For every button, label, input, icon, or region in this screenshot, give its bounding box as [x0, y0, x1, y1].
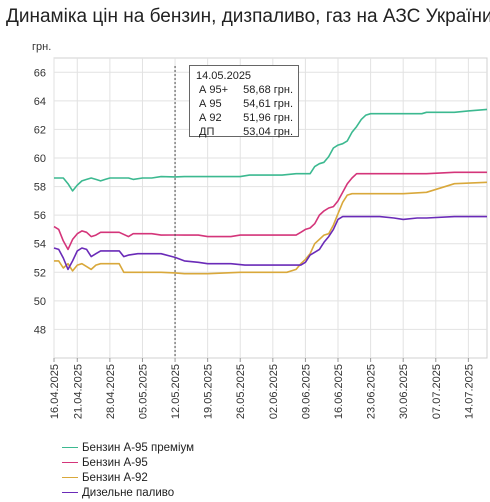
legend-label: Бензин А-95 преміум: [82, 441, 195, 454]
legend-item-diesel[interactable]: Дизельне паливо: [62, 485, 194, 500]
x-tick-label: 28.04.2025: [105, 364, 117, 419]
tooltip-date: 14.05.2025: [196, 70, 252, 82]
tooltip-key: А 92: [199, 112, 222, 124]
tooltip-key: А 95: [199, 98, 222, 110]
legend-item-a95-premium[interactable]: Бензин А-95 преміум: [62, 440, 194, 455]
legend-item-a95[interactable]: Бензин А-95: [62, 455, 194, 470]
legend-swatch: [62, 477, 78, 478]
x-tick-label: 14.07.2025: [463, 364, 475, 419]
tooltip-row-a92: А 92 51,96 грн.: [195, 111, 293, 125]
x-tick-label: 26.05.2025: [235, 364, 247, 419]
x-tick-label: 23.06.2025: [366, 364, 378, 419]
tooltip-row-a95plus: А 95+ 58,68 грн.: [195, 83, 293, 97]
x-tick-label: 02.06.2025: [268, 364, 280, 419]
chart-title: Динаміка цін на бензин, дизпаливо, газ н…: [6, 6, 490, 27]
x-tick-label: 19.05.2025: [203, 364, 215, 419]
y-tick-label: 64: [34, 96, 46, 108]
y-axis-label: грн.: [32, 41, 51, 53]
tooltip-key: А 95+: [199, 84, 229, 96]
legend-item-a92[interactable]: Бензин А-92: [62, 470, 194, 485]
x-tick-label: 05.05.2025: [137, 364, 149, 419]
x-tick-label: 07.07.2025: [431, 364, 443, 419]
legend-swatch: [62, 492, 78, 493]
x-tick-label: 21.04.2025: [72, 364, 84, 419]
legend-label: Бензин А-92: [82, 471, 148, 484]
y-tick-label: 60: [34, 153, 46, 165]
tooltip-value: 54,61 грн.: [243, 98, 293, 110]
legend-swatch: [62, 462, 78, 463]
legend-swatch: [62, 447, 78, 448]
tooltip-value: 58,68 грн.: [243, 84, 293, 96]
x-tick-label: 09.06.2025: [300, 364, 312, 419]
series-line-2: [54, 181, 488, 275]
chart-legend: Бензин А-95 преміум Бензин А-95 Бензин А…: [62, 440, 194, 500]
y-tick-label: 56: [34, 210, 46, 222]
tooltip-row-a95: А 95 54,61 грн.: [195, 97, 293, 111]
legend-label: Дизельне паливо: [82, 486, 175, 499]
x-tick-label: 12.05.2025: [170, 364, 182, 419]
legend-label: Бензин А-95: [82, 456, 148, 469]
y-tick-label: 62: [34, 124, 46, 136]
x-tick-label: 16.04.2025: [49, 364, 61, 419]
y-tick-label: 52: [34, 267, 46, 279]
y-tick-label: 58: [34, 182, 46, 194]
y-tick-label: 50: [34, 296, 46, 308]
x-tick-label: 30.06.2025: [398, 364, 410, 419]
x-tick-label: 16.06.2025: [333, 364, 345, 419]
y-tick-label: 54: [34, 239, 46, 251]
tooltip-key: ДП: [199, 126, 215, 138]
y-tick-label: 66: [34, 67, 46, 79]
tooltip-value: 51,96 грн.: [243, 112, 293, 124]
tooltip-row-dp: ДП 53,04 грн.: [195, 125, 293, 139]
plot-area: [53, 57, 488, 359]
series-line-1: [53, 171, 487, 251]
y-tick-label: 48: [34, 324, 46, 336]
tooltip-value: 53,04 грн.: [243, 126, 293, 138]
series-line-3: [53, 215, 487, 271]
series-line-0: [54, 108, 488, 192]
price-line-chart: 48 50 52 54 56 58 60 62 64 66 грн. 16.04.2025 21.04.…: [32, 41, 488, 419]
hover-tooltip: 14.05.2025 А 95+ 58,68 грн. А 95 54,61 г…: [189, 65, 299, 139]
